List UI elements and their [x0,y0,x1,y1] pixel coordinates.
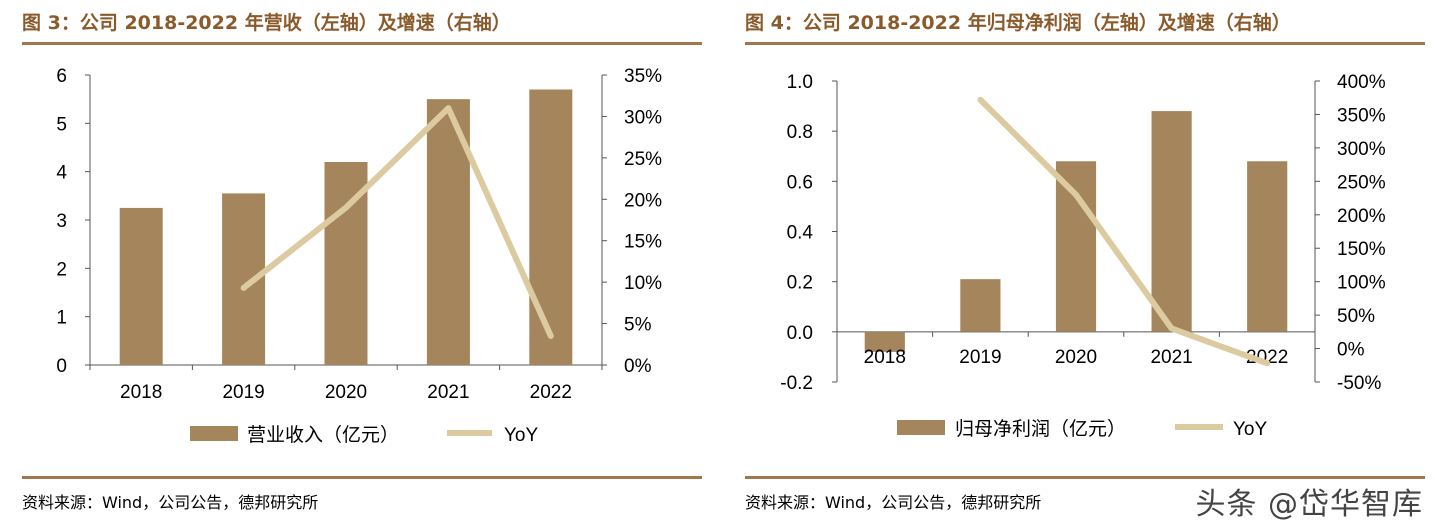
figure-4-source: 资料来源：Wind，公司公告，德邦研究所 [745,493,1042,512]
left-y-tick-label: 0 [56,356,67,377]
revenue-chart: 0 1 2 3 4 5 6 0% 5% 10% 15% 20% 25% 30% 35% 2018 2019 202… [56,66,662,446]
x-tick-label-2019: 2019 [222,382,264,403]
x-tick-label-2021: 2021 [1150,347,1192,368]
watermark: 头条 @岱华智库 [1195,487,1423,522]
figure-3-title: 图 3：公司 2018-2022 年营收（左轴）及增速（右轴） [22,12,511,34]
right-y-tick-label: 400% [1337,72,1386,93]
bar-2021 [1151,111,1192,332]
right-y-tick-label: 100% [1337,273,1386,294]
right-y-tick-label: 50% [1337,306,1375,327]
right-y-tick-label: 5% [624,315,652,336]
figure-4-title: 图 4：公司 2018-2022 年归母净利润（左轴）及增速（右轴） [745,12,1291,34]
right-y-tick-label: 200% [1337,206,1386,227]
left-y-tick-label: 0.4 [787,223,814,244]
x-tick-label-2019: 2019 [959,347,1001,368]
left-y-tick-label: 0.0 [787,323,813,344]
left-y-tick-label: 4 [56,163,67,184]
right-y-tick-label: 20% [624,190,662,211]
right-y-tick-label: 0% [1337,340,1365,361]
left-y-tick-label: 5 [56,114,67,135]
right-y-tick-label: 25% [624,149,662,170]
figure-4-bottom-rule [745,476,1425,479]
left-y-tick-label: 0.8 [787,122,813,143]
right-y-tick-label: 10% [624,273,662,294]
x-tick-label-2022: 2022 [1246,347,1288,368]
legend-bar-swatch [190,426,238,441]
right-y-tick-label: 15% [624,232,662,253]
x-tick-label-2021: 2021 [427,382,469,403]
bar-2022 [1247,161,1288,332]
bar-2018 [864,331,905,352]
x-tick-label-2018: 2018 [120,382,162,403]
left-y-tick-label: 2 [56,259,67,280]
left-y-tick-label: 0.2 [787,273,813,294]
figure-4-top-rule [745,42,1425,45]
left-y-tick-label: 3 [56,211,67,232]
right-y-tick-label: 30% [624,107,662,128]
x-tick-label-2020: 2020 [325,382,367,403]
x-tick-label-2022: 2022 [530,382,572,403]
left-y-tick-label: -0.2 [780,373,813,394]
yoy-line [977,96,1271,367]
left-y-tick-label: 1.0 [787,72,813,93]
bar-2020 [1055,161,1097,332]
figure-3-top-rule [22,42,702,45]
right-y-tick-label: 35% [624,66,662,87]
right-y-tick-label: -50% [1337,373,1381,394]
left-y-tick-label: 6 [56,66,67,87]
yoy-line [240,105,554,339]
figure-4-panel: 图 4：公司 2018-2022 年归母净利润（左轴）及增速（右轴） -0.2 0… [745,0,1425,529]
bar-2022 [529,89,573,365]
net-profit-chart: -0.2 0.0 0.2 0.4 0.6 0.8 1.0 -50% 0% 50% 100% 150% 2… [780,72,1386,440]
bar-2019 [960,279,1001,332]
x-tick-label-2018: 2018 [864,347,906,368]
legend-line-label: YoY [1233,419,1267,440]
right-y-tick-label: 350% [1337,105,1386,126]
x-tick-label-2020: 2020 [1055,347,1097,368]
right-y-tick-label: 0% [624,356,652,377]
left-y-tick-label: 1 [56,308,67,329]
legend-bar-label: 营业收入（亿元） [247,424,399,446]
figure-3-bottom-rule [22,476,702,479]
left-y-tick-label: 0.6 [787,172,813,193]
bar-2018 [119,207,163,365]
legend-bar-label: 归母净利润（亿元） [955,418,1126,440]
legend-line-label: YoY [504,425,538,446]
right-y-tick-label: 150% [1337,239,1386,260]
right-y-tick-label: 300% [1337,139,1386,160]
right-y-tick-label: 250% [1337,172,1386,193]
figure-3-source: 资料来源：Wind，公司公告，德邦研究所 [22,493,319,512]
legend-bar-swatch [897,420,945,435]
